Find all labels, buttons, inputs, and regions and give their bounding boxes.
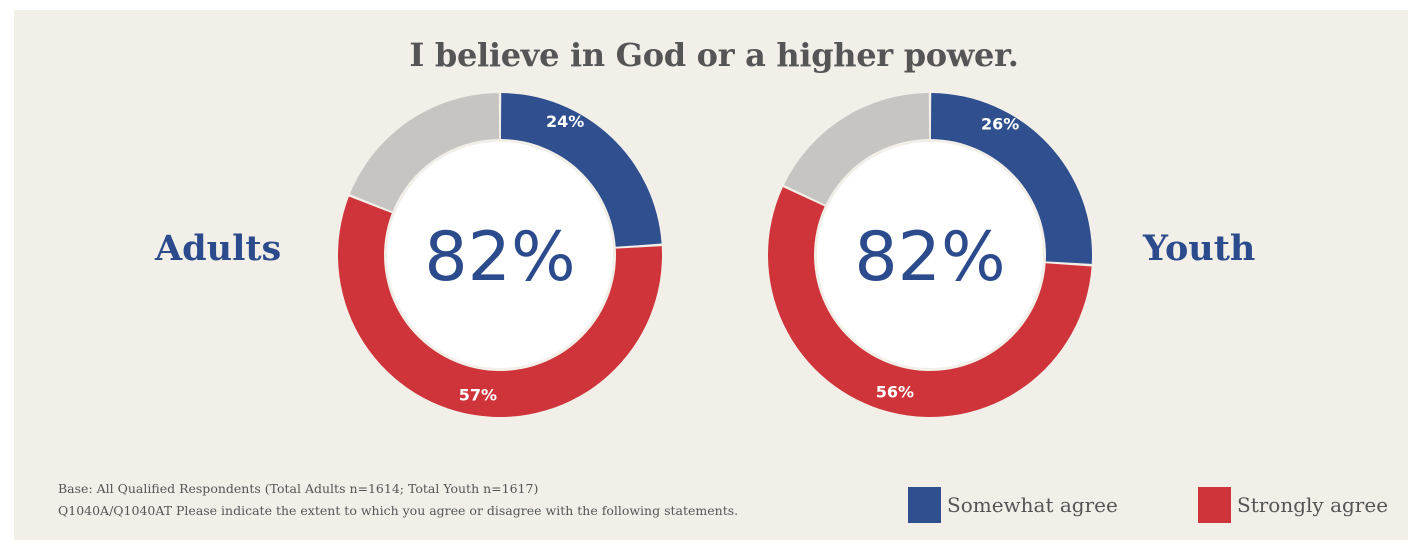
data-label-strongly-agree-youth: 56% [876,383,914,402]
donut-slice-strongly-agree-adults [338,196,662,417]
donut-slice-strongly-agree-youth [767,187,1092,418]
data-label-somewhat-agree-adults: 24% [546,112,584,131]
footnote-question: Q1040A/Q1040AT Please indicate the exten… [58,503,739,518]
legend-label-strongly-agree: Strongly agree [1237,493,1389,517]
donut-slice-remainder-adults [349,93,500,212]
donut-chart-youth: 26% 56% 82% [767,93,1092,418]
donut-slice-somewhat-agree-adults [500,93,662,247]
legend-item-strongly-agree: Strongly agree [1198,487,1388,523]
data-label-strongly-agree-adults: 57% [459,385,497,404]
center-label-youth: 82% [854,218,1005,297]
legend-item-somewhat-agree: Somewhat agree [908,487,1118,523]
donut-chart-adults: 24% 57% 82% [338,93,662,417]
group-label-youth: Youth [1143,228,1256,269]
donut-hole-adults [387,142,613,368]
chart-panel [14,10,1408,540]
donut-slice-remainder-youth [783,93,930,205]
center-label-adults: 82% [424,218,575,297]
legend-swatch-somewhat-agree [908,487,941,523]
footnote-base: Base: All Qualified Respondents (Total A… [58,481,539,496]
donut-slice-somewhat-agree-youth [930,93,1092,264]
data-label-somewhat-agree-youth: 26% [981,115,1019,134]
legend-label-somewhat-agree: Somewhat agree [947,493,1118,517]
group-label-adults: Adults [155,228,282,269]
donut-hole-youth [817,142,1043,368]
chart-title: I believe in God or a higher power. [409,36,1019,74]
legend-swatch-strongly-agree [1198,487,1231,523]
